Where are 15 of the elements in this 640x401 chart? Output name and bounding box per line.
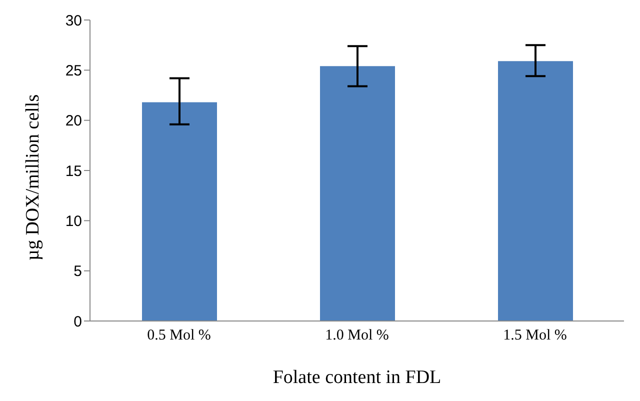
- bar: [320, 66, 395, 321]
- x-tick-label: 1.5 Mol %: [503, 328, 567, 344]
- bar: [142, 102, 217, 321]
- y-tick-label: 10: [65, 212, 82, 230]
- y-tick-label: 5: [74, 263, 82, 280]
- y-axis-title: µg DOX/million cells: [22, 94, 44, 260]
- y-tick-label: 25: [65, 62, 82, 80]
- x-tick-label: 0.5 Mol %: [147, 328, 211, 344]
- x-tick-label: 1.0 Mol %: [325, 328, 389, 344]
- bar: [498, 61, 573, 321]
- y-tick-label: 0: [74, 313, 82, 330]
- y-tick-label: 20: [65, 112, 82, 130]
- y-tick-label: 30: [65, 12, 82, 30]
- x-axis-title: Folate content in FDL: [272, 367, 442, 388]
- y-tick-label: 15: [65, 162, 82, 180]
